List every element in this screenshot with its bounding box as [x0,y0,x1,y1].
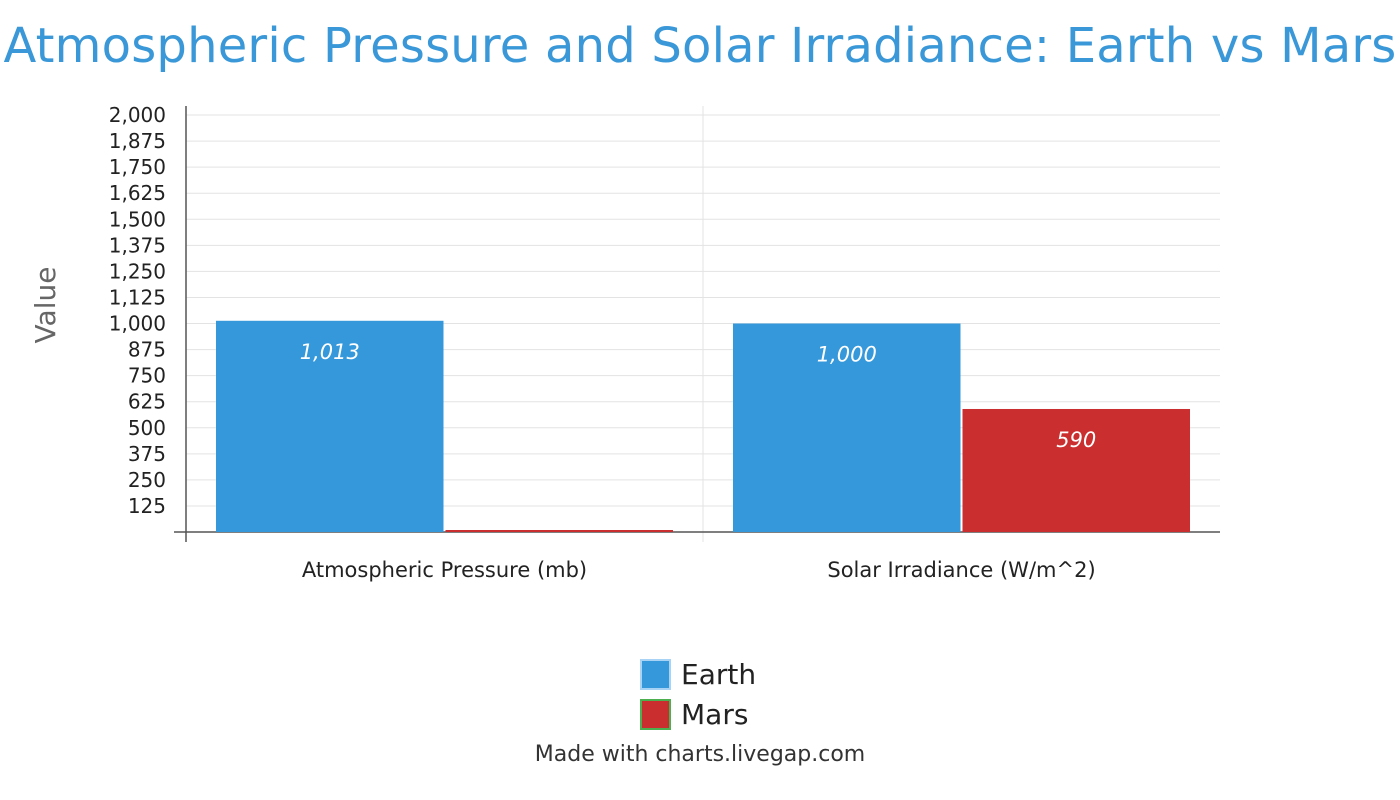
bar-mars-0 [445,530,673,532]
y-tick-label: 1,375 [109,233,166,257]
chart-title: Atmospheric Pressure and Solar Irradianc… [3,18,1397,74]
legend-item-mars[interactable]: Mars [640,694,756,734]
bar-mars-1 [962,408,1190,532]
y-tick-label: 2,000 [109,103,166,127]
legend-label-mars: Mars [681,697,749,731]
legend-swatch-mars [640,698,671,730]
x-tick-label: Atmospheric Pressure (mb) [302,558,587,582]
bar-earth-1 [733,323,961,532]
y-tick-label: 125 [128,494,166,518]
y-tick-label: 1,000 [109,312,166,336]
y-tick-label: 1,500 [109,207,166,231]
y-tick-label: 750 [128,364,166,388]
y-tick-label: 375 [128,442,166,466]
footer-credit: Made with charts.livegap.com [534,742,866,767]
data-label: 1,013 [300,340,360,364]
data-label: 1,000 [817,343,877,367]
bar-earth-0 [216,320,444,532]
legend-swatch-earth [640,658,671,690]
y-tick-label: 1,250 [109,259,166,283]
y-tick-label: 875 [128,338,166,362]
y-tick-label: 500 [128,416,166,440]
y-tick-label: 1,125 [109,285,166,309]
legend-label-earth: Earth [681,657,757,691]
y-tick-label: 1,625 [109,181,166,205]
y-tick-label: 250 [128,468,166,492]
x-tick-label: Solar Irradiance (W/m^2) [827,558,1095,582]
y-tick-label: 1,875 [109,129,166,153]
y-tick-label: 625 [128,390,166,414]
legend-item-earth[interactable]: Earth [640,654,756,694]
legend: Earth Mars [640,654,756,734]
y-tick-label: 1,750 [109,155,166,179]
data-label: 590 [1056,428,1096,452]
y-axis-title: Value [29,267,62,344]
